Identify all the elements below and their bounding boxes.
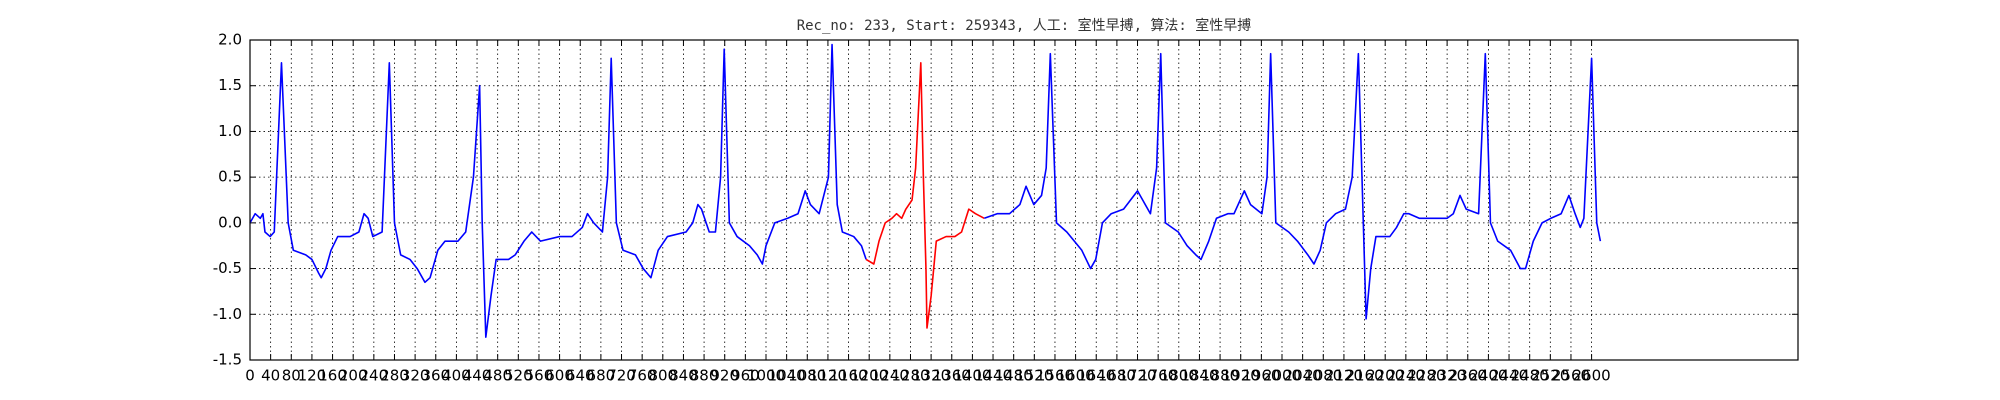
x-tick-label: 440	[463, 367, 492, 385]
x-tick-label: 1440	[974, 367, 1012, 385]
x-tick-label: 2080	[1304, 367, 1342, 385]
x-tick-label: 1480	[995, 367, 1033, 385]
x-tick-label: 1360	[933, 367, 971, 385]
x-tick-label: 1280	[891, 367, 929, 385]
x-tick-label: 2120	[1325, 367, 1363, 385]
x-tick-label: 1600	[1057, 367, 1095, 385]
x-tick-label: 840	[669, 367, 698, 385]
x-tick-label: 1560	[1036, 367, 1074, 385]
x-tick-label: 2000	[1263, 367, 1301, 385]
y-tick-label: 2.0	[218, 31, 242, 49]
x-tick-label: 40	[261, 367, 280, 385]
x-tick-label: 2440	[1490, 367, 1528, 385]
x-tick-label: 1240	[871, 367, 909, 385]
x-tick-label: 1920	[1222, 367, 1260, 385]
ecg-line	[249, 43, 867, 338]
x-tick-label: 920	[710, 367, 739, 385]
x-tick-label: 520	[504, 367, 533, 385]
y-tick-label: -1.0	[213, 305, 242, 323]
x-tick-label: 1040	[768, 367, 806, 385]
x-tick-label: 2240	[1387, 367, 1425, 385]
x-tick-label: 480	[483, 367, 512, 385]
plot-frame	[249, 39, 1799, 361]
x-tick-label: 880	[690, 367, 719, 385]
x-tick-label: 800	[648, 367, 677, 385]
y-tick-label: 1.0	[218, 122, 242, 140]
x-tick-label: 360	[421, 367, 450, 385]
y-tick-label: 1.5	[218, 76, 242, 94]
x-tick-label: 1640	[1077, 367, 1115, 385]
ecg-line	[865, 62, 985, 329]
x-tick-label: 1000	[747, 367, 785, 385]
x-tick-label: 1680	[1098, 367, 1136, 385]
y-tick-label: 0.0	[218, 213, 242, 231]
x-tick-label: 80	[282, 367, 301, 385]
x-tick-label: 1080	[788, 367, 826, 385]
x-tick-label: 2560	[1552, 367, 1590, 385]
x-tick-label: 2400	[1469, 367, 1507, 385]
y-tick-label: -1.5	[213, 351, 242, 369]
x-tick-label: 280	[380, 367, 409, 385]
x-tick-label: 600	[545, 367, 574, 385]
x-tick-label: 680	[587, 367, 616, 385]
y-tick-label: -0.5	[213, 259, 242, 277]
x-tick-label: 160	[318, 367, 347, 385]
x-tick-label: 1840	[1180, 367, 1218, 385]
x-tick-label: 2520	[1531, 367, 1569, 385]
x-tick-label: 200	[339, 367, 368, 385]
x-tick-label: 1200	[850, 367, 888, 385]
x-tick-label: 1880	[1201, 367, 1239, 385]
x-tick-label: 640	[566, 367, 595, 385]
x-tick-label: 720	[607, 367, 636, 385]
y-tick-label: 0.5	[218, 168, 242, 186]
x-tick-label: 2280	[1407, 367, 1445, 385]
x-tick-label: 1800	[1160, 367, 1198, 385]
x-tick-label: 320	[401, 367, 430, 385]
x-tick-label: 1720	[1118, 367, 1156, 385]
x-tick-label: 2320	[1428, 367, 1466, 385]
x-tick-label: 560	[525, 367, 554, 385]
x-tick-label: 960	[731, 367, 760, 385]
x-tick-label: 2480	[1511, 367, 1549, 385]
x-tick-label: 240	[360, 367, 389, 385]
x-tick-label: 2360	[1449, 367, 1487, 385]
x-tick-label: 2200	[1366, 367, 1404, 385]
x-tick-label: 400	[442, 367, 471, 385]
chart-title: Rec_no: 233, Start: 259343, 人工: 室性早搏, 算法…	[797, 17, 1252, 34]
x-tick-label: 1120	[809, 367, 847, 385]
x-tick-label: 1520	[1015, 367, 1053, 385]
x-tick-label: 1760	[1139, 367, 1177, 385]
x-tick-label: 760	[628, 367, 657, 385]
x-tick-label: 2600	[1573, 367, 1611, 385]
ecg-line	[984, 52, 1602, 320]
x-tick-label: 2040	[1284, 367, 1322, 385]
x-tick-label: 1400	[953, 367, 991, 385]
x-tick-label: 1160	[829, 367, 867, 385]
x-tick-label: 0	[245, 367, 255, 385]
x-tick-label: 120	[298, 367, 327, 385]
x-tick-label: 1960	[1242, 367, 1280, 385]
x-tick-label: 2160	[1345, 367, 1383, 385]
x-tick-label: 1320	[912, 367, 950, 385]
